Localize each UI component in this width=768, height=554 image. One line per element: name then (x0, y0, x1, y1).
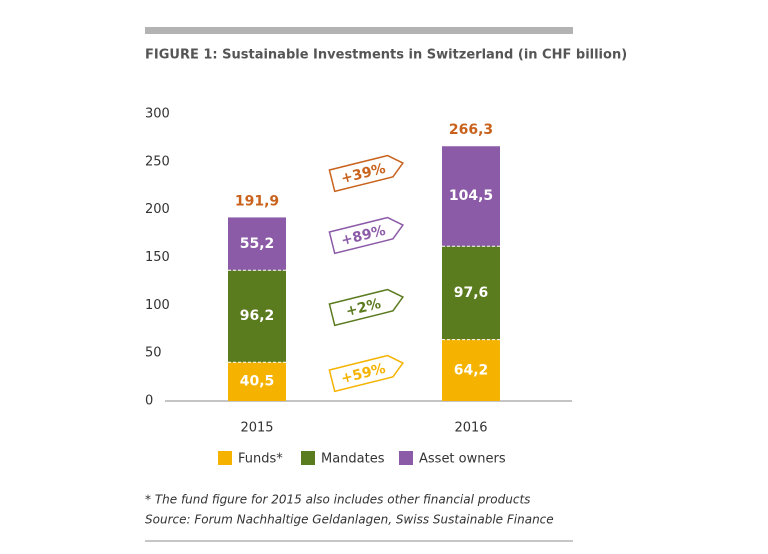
growth-tag: +2% (328, 288, 405, 327)
footnote: * The fund figure for 2015 also includes… (145, 493, 530, 507)
y-tick-label: 50 (145, 346, 162, 361)
total-label: 266,3 (449, 122, 493, 138)
growth-arrow (328, 354, 405, 393)
value-label: 55,2 (240, 236, 275, 252)
legend-label: Mandates (321, 452, 385, 467)
y-tick-label: 100 (145, 298, 170, 313)
value-label: 96,2 (240, 308, 275, 324)
bar-segment (228, 217, 286, 271)
legend-swatch (399, 451, 413, 465)
legend-swatch (301, 451, 315, 465)
bar-segment (442, 146, 500, 247)
x-tick-label: 2016 (454, 421, 487, 436)
total-label: 191,9 (235, 193, 279, 209)
value-label: 104,5 (449, 188, 493, 204)
top-rule (145, 27, 573, 34)
legend-swatch (218, 451, 232, 465)
growth-tag: +89% (328, 216, 405, 255)
bar-segment (442, 339, 500, 401)
legend-label: Funds* (238, 452, 283, 467)
y-tick-label: 0 (145, 394, 153, 409)
y-tick-label: 250 (145, 154, 170, 169)
growth-tag: +59% (328, 354, 405, 393)
chart-title: FIGURE 1: Sustainable Investments in Swi… (145, 48, 627, 63)
growth-arrow (328, 288, 405, 327)
y-tick-label: 300 (145, 107, 170, 122)
value-label: 64,2 (454, 362, 489, 378)
y-tick-label: 200 (145, 202, 170, 217)
value-label: 97,6 (454, 285, 489, 301)
bar-segment (228, 362, 286, 401)
growth-tag: +39% (328, 154, 405, 193)
legend-label: Asset owners (419, 452, 506, 467)
bar-segment (228, 270, 286, 363)
value-label: 40,5 (240, 374, 275, 390)
growth-arrow (328, 216, 405, 255)
x-tick-label: 2015 (240, 421, 273, 436)
y-tick-label: 150 (145, 250, 170, 265)
bar-segment (442, 246, 500, 340)
footnote: Source: Forum Nachhaltige Geldanlagen, S… (145, 513, 554, 527)
growth-arrow (328, 154, 405, 193)
